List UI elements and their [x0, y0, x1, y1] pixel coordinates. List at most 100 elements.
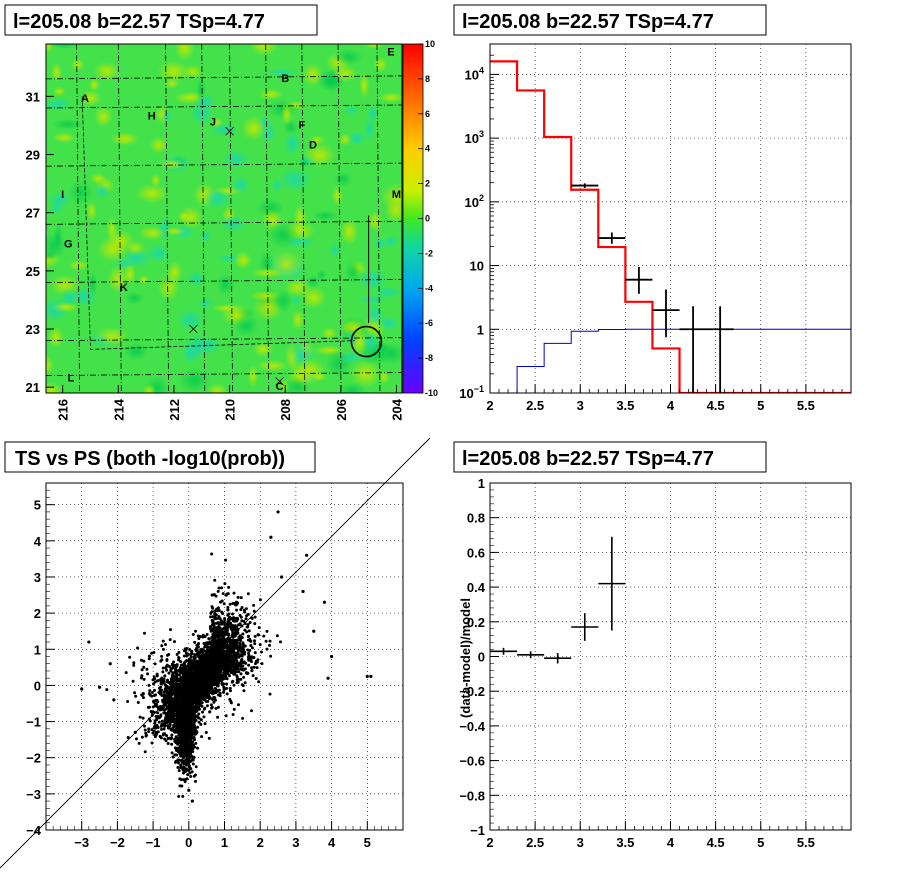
scatter-point: [222, 635, 226, 639]
scatter-x-tick-label: −2: [110, 835, 125, 850]
scatter-point: [200, 670, 204, 674]
scatter-point: [253, 662, 257, 666]
map-blob: [259, 88, 284, 100]
scatter-point: [194, 629, 198, 633]
map-blob: [47, 191, 73, 208]
scatter-point: [165, 705, 169, 709]
scatter-point: [172, 717, 176, 721]
scatter-point: [132, 663, 136, 667]
scatter-point: [189, 660, 193, 664]
colorbar-tick-label: 0: [425, 214, 430, 224]
tick-base: 10: [465, 195, 479, 210]
scatter-point: [144, 731, 148, 735]
scatter-point: [182, 755, 186, 759]
scatter-point: [216, 705, 220, 709]
scatter-point: [223, 623, 227, 627]
scatter-point: [155, 718, 159, 722]
scatter-point: [211, 639, 215, 643]
scatter-point: [155, 679, 159, 683]
scatter-point: [161, 732, 165, 736]
scatter-point: [179, 679, 183, 683]
scatter-point: [186, 751, 190, 755]
scatter-point: [233, 665, 237, 669]
map-y-tick-label: 21: [26, 380, 40, 395]
scatter-point: [237, 648, 241, 652]
scatter-point: [247, 663, 251, 667]
scatter-point: [220, 654, 224, 658]
colorbar-tick-label: 2: [425, 179, 430, 189]
scatter-point: [250, 646, 254, 650]
scatter-point: [206, 654, 210, 658]
scatter-point: [189, 774, 193, 778]
map-source-label: H: [148, 111, 156, 123]
map-blob: [80, 90, 102, 106]
scatter-point: [181, 708, 185, 712]
scatter-point: [225, 625, 229, 629]
scatter-point: [210, 705, 214, 709]
map-frame: [45, 43, 403, 394]
scatter-point: [226, 672, 230, 676]
map-source-label: C: [276, 381, 284, 393]
scatter-point: [172, 708, 176, 712]
map-blob: [302, 62, 323, 87]
scatter-point: [249, 655, 253, 659]
spectrum-y-tick-label: 10: [470, 259, 484, 274]
scatter-point: [201, 681, 205, 685]
scatter-x-tick-label: −1: [146, 835, 161, 850]
scatter-point: [222, 690, 226, 694]
map-blob: [292, 357, 326, 385]
scatter-point: [140, 674, 144, 678]
scatter-point: [147, 657, 151, 661]
scatter-x-tick-label: −3: [74, 835, 89, 850]
spectrum-x-tick-label: 5: [757, 398, 764, 413]
scatter-point: [170, 663, 174, 667]
scatter-point: [228, 664, 232, 668]
scatter-point: [176, 738, 180, 742]
scatter-point: [214, 706, 218, 710]
scatter-point: [204, 731, 208, 735]
map-source-label: G: [64, 239, 73, 251]
scatter-point: [224, 665, 228, 669]
scatter-point: [161, 698, 165, 702]
scatter-point: [233, 601, 237, 605]
scatter-point: [173, 737, 177, 741]
scatter-point: [227, 668, 231, 672]
scatter-point: [203, 722, 207, 726]
scatter-point: [152, 694, 156, 698]
scatter-point: [213, 578, 217, 582]
map-blob: [166, 261, 183, 284]
map-blob: [344, 105, 359, 116]
title-box-2: [453, 4, 767, 36]
scatter-point: [211, 692, 215, 696]
spectrum-x-tick-label: 2: [486, 398, 493, 413]
scatter-point: [247, 658, 251, 662]
map-source-label: J: [210, 116, 216, 128]
scatter-point: [252, 609, 256, 613]
scatter-point: [227, 619, 231, 623]
scatter-point: [190, 770, 194, 774]
scatter-point: [221, 630, 225, 634]
scatter-point: [258, 643, 262, 647]
scatter-point: [262, 634, 266, 638]
scatter-point: [199, 694, 203, 698]
map-blob: [221, 149, 250, 169]
map-region-outline: [81, 96, 355, 350]
scatter-point: [192, 680, 196, 684]
map-blob: [328, 243, 342, 258]
scatter-point: [192, 699, 196, 703]
scatter-point: [161, 666, 165, 670]
map-blob: [52, 302, 80, 313]
scatter-point: [204, 696, 208, 700]
scatter-point: [156, 730, 160, 734]
scatter-point: [201, 667, 205, 671]
scatter-point: [232, 591, 236, 595]
map-blob: [332, 48, 364, 66]
scatter-point: [193, 695, 197, 699]
map-y-tick-label: 23: [26, 322, 40, 337]
scatter-point: [221, 674, 225, 678]
scatter-point: [182, 778, 186, 782]
spectrum-x-tick-label: 3.5: [616, 398, 634, 413]
scatter-point: [257, 680, 261, 684]
scatter-point: [212, 657, 216, 661]
